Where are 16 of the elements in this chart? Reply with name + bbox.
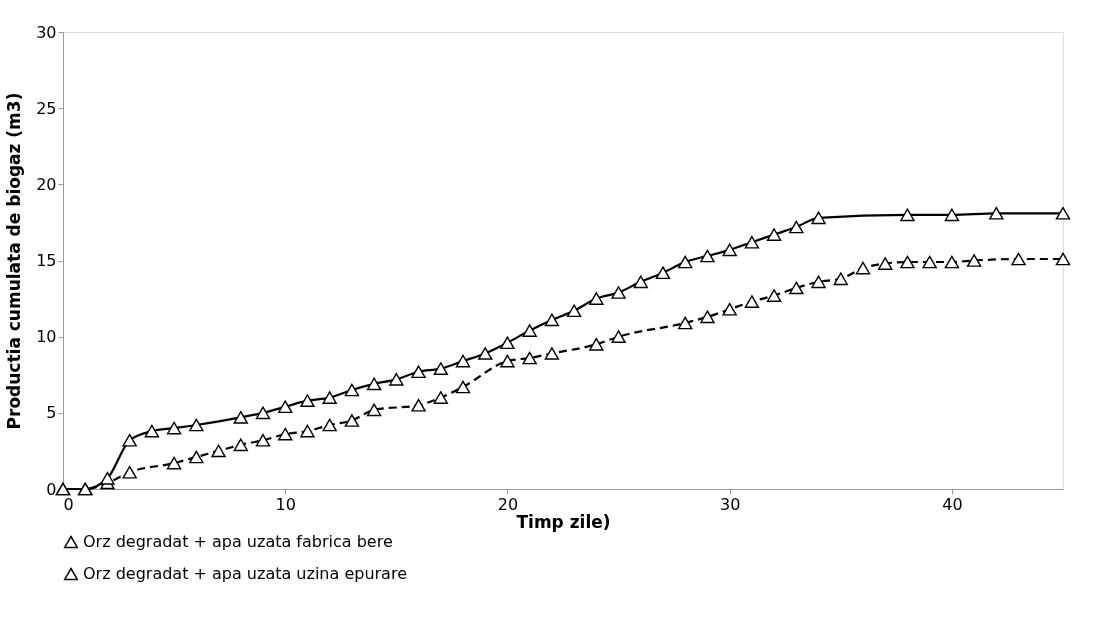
x-tick-label: 40 (942, 494, 963, 514)
y-tick-label: 20 (36, 174, 57, 194)
x-axis-title: Timp zile) (516, 511, 611, 532)
y-tick-label: 30 (36, 22, 57, 42)
y-tick-label: 15 (36, 251, 57, 270)
legend-label: Orz degradat + apa uzata uzina epurare (83, 564, 407, 583)
y-axis-title: Productia cumulata de biogaz (m3) (4, 92, 25, 430)
y-tick-label: 0 (46, 479, 57, 499)
y-tick-label: 10 (36, 327, 57, 347)
x-tick-label: 10 (275, 494, 296, 514)
x-tick-label: 30 (719, 494, 741, 514)
y-tick-label: 5 (46, 403, 57, 423)
x-tick-label: 0 (63, 494, 74, 514)
legend-label: Orz degradat + apa uzata fabrica bere (83, 532, 393, 551)
x-tick-label: 20 (497, 494, 519, 514)
y-tick-label: 25 (36, 98, 57, 118)
